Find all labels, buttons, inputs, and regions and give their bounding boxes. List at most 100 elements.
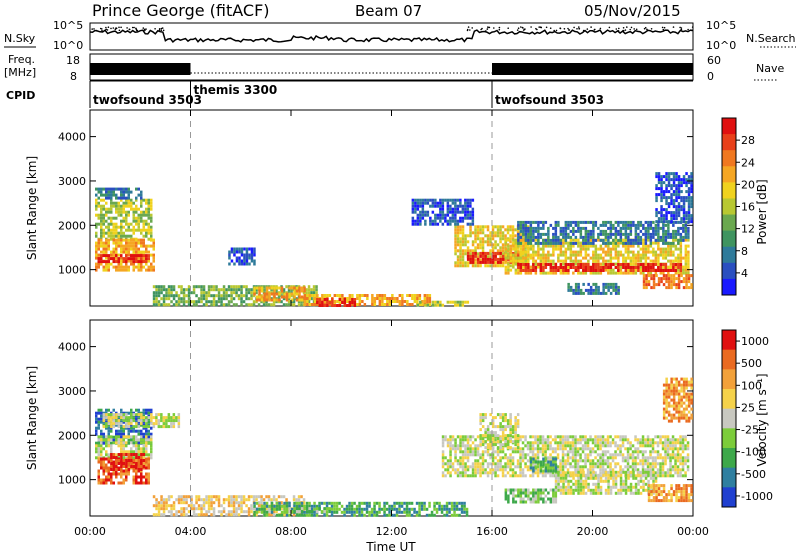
- heatmap-cell: [263, 504, 266, 508]
- heatmap-cell: [471, 471, 475, 475]
- heatmap-cell: [265, 513, 269, 517]
- heatmap-cell: [519, 240, 522, 244]
- heatmap-cell: [665, 196, 668, 200]
- heatmap-cell: [107, 210, 110, 214]
- heatmap-cell: [300, 504, 304, 508]
- heatmap-cell: [660, 280, 663, 284]
- heatmap-cell: [145, 432, 148, 436]
- heatmap-cell: [574, 269, 578, 272]
- heatmap-cell: [192, 285, 196, 289]
- heatmap-cell: [685, 217, 688, 221]
- heatmap-cell: [160, 507, 163, 511]
- heatmap-cell: [230, 501, 233, 505]
- heatmap-cell: [466, 441, 470, 445]
- heatmap-cell: [140, 465, 143, 468]
- heatmap-cell: [115, 254, 118, 258]
- heatmap-cell: [107, 432, 110, 436]
- heatmap-cell: [504, 261, 507, 265]
- heatmap-cell: [424, 222, 427, 226]
- heatmap-cell: [629, 266, 633, 269]
- heatmap-cell: [242, 501, 246, 505]
- heatmap-cell: [125, 222, 128, 226]
- heatmap-cell: [353, 301, 357, 304]
- heatmap-cell: [461, 225, 465, 229]
- nsearch-point: [629, 28, 631, 31]
- heatmap-cell: [524, 246, 527, 250]
- heatmap-cell: [160, 288, 163, 292]
- heatmap-cell: [107, 234, 110, 238]
- heatmap-cell: [253, 262, 256, 266]
- heatmap-cell: [137, 441, 140, 445]
- heatmap-cell: [649, 223, 653, 227]
- heatmap-cell: [519, 238, 523, 242]
- heatmap-cell: [105, 453, 108, 457]
- heatmap-cell: [471, 264, 475, 268]
- heatmap-cell: [207, 507, 211, 511]
- heatmap-cell: [425, 507, 429, 511]
- heatmap-cell: [687, 250, 690, 254]
- heatmap-cell: [675, 175, 678, 179]
- heatmap-cell: [579, 271, 583, 275]
- nsearch-point: [154, 28, 156, 30]
- heatmap-cell: [436, 222, 440, 226]
- heatmap-cell: [609, 241, 613, 245]
- heatmap-cell: [212, 300, 216, 304]
- heatmap-cell: [180, 300, 183, 304]
- heatmap-cell: [579, 241, 583, 245]
- heatmap-cell: [514, 256, 518, 260]
- heatmap-cell: [454, 447, 457, 451]
- heatmap-cell: [672, 259, 675, 263]
- heatmap-cell: [461, 234, 465, 238]
- heatmap-cell: [494, 251, 497, 255]
- heatmap-cell: [135, 475, 138, 479]
- heatmap-cell: [330, 510, 334, 514]
- heatmap-cell: [664, 223, 668, 227]
- heatmap-cell: [687, 229, 690, 233]
- heatmap-cell: [649, 226, 653, 230]
- heatmap-cell: [255, 498, 258, 502]
- heatmap-cell: [235, 288, 238, 292]
- heatmap-cell: [350, 507, 354, 511]
- heatmap-cell: [110, 219, 113, 223]
- heatmap-cell: [112, 441, 115, 445]
- heatmap-cell: [112, 225, 115, 229]
- heatmap-cell: [155, 422, 158, 426]
- heatmap-cell: [107, 257, 110, 261]
- heatmap-cell: [165, 419, 168, 423]
- heatmap-cell: [232, 498, 236, 502]
- heatmap-cell: [298, 292, 301, 296]
- heatmap-cell: [132, 262, 135, 266]
- heatmap-cell: [456, 234, 460, 238]
- heatmap-cell: [308, 510, 311, 514]
- heatmap-cell: [445, 510, 449, 514]
- heatmap-cell: [652, 286, 656, 290]
- heatmap-cell: [100, 408, 103, 412]
- heatmap-cell: [265, 286, 269, 290]
- heatmap-cell: [135, 425, 138, 429]
- heatmap-cell: [162, 501, 166, 505]
- heatmap-cell: [649, 266, 653, 269]
- heatmap-cell: [102, 219, 105, 223]
- nsearch-point: [545, 26, 548, 29]
- heatmap-cell: [127, 238, 130, 242]
- heatmap-cell: [398, 303, 402, 306]
- heatmap-cell: [312, 285, 316, 289]
- heatmap-cell: [112, 190, 115, 194]
- heatmap-cell: [491, 471, 495, 475]
- heatmap-cell: [476, 225, 480, 229]
- heatmap-cell: [664, 247, 668, 251]
- heatmap-cell: [105, 213, 108, 217]
- heatmap-cell: [222, 510, 226, 514]
- heatmap-cell: [484, 251, 487, 255]
- heatmap-cell: [167, 425, 171, 429]
- heatmap-cell: [592, 282, 595, 286]
- heatmap-cell: [117, 244, 120, 248]
- heatmap-cell: [135, 422, 138, 426]
- heatmap-cell: [416, 216, 420, 220]
- heatmap-cell: [424, 303, 427, 307]
- heatmap-cell: [195, 285, 198, 289]
- heatmap-cell: [469, 204, 472, 208]
- heatmap-cell: [157, 422, 161, 426]
- heatmap-cell: [393, 507, 396, 511]
- heatmap-cell: [446, 441, 450, 445]
